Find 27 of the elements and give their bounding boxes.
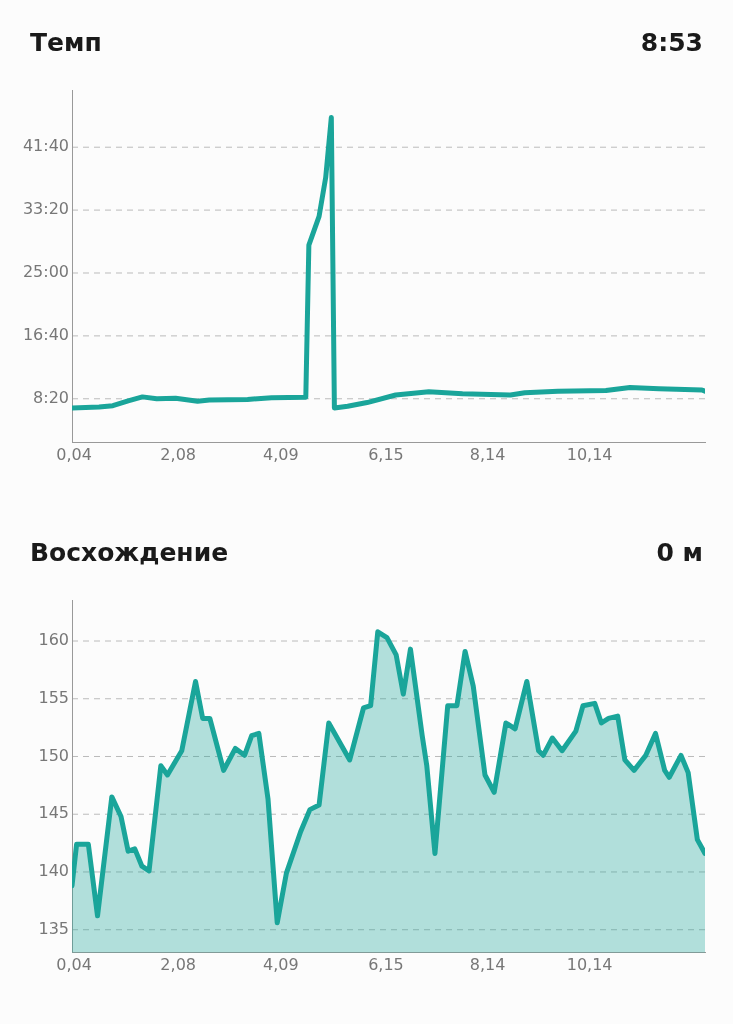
y-tick-label: 41:40 bbox=[22, 136, 69, 156]
chart-title: Восхождение bbox=[30, 538, 229, 569]
y-tick-label: 150 bbox=[38, 745, 69, 765]
x-tick-label: 2,08 bbox=[160, 444, 196, 464]
x-tick-label: 4,09 bbox=[262, 444, 299, 464]
x-tick-label: 8,14 bbox=[469, 444, 506, 464]
text: 0 м bbox=[656, 538, 703, 569]
y-tick-label: 8:20 bbox=[33, 387, 69, 407]
y-tick-label: 33:20 bbox=[22, 199, 69, 219]
x-tick-label: 2,08 bbox=[160, 954, 196, 974]
x-tick-label: 4,09 bbox=[262, 954, 299, 974]
y-tick-label: 135 bbox=[38, 918, 69, 938]
x-tick-label: 10,14 bbox=[566, 954, 613, 974]
y-tick-label: 16:40 bbox=[22, 325, 69, 345]
y-tick-label: 160 bbox=[38, 630, 69, 650]
y-tick-label: 140 bbox=[38, 861, 69, 881]
chart-title: Темп bbox=[30, 28, 102, 59]
x-tick-label: 8,14 bbox=[469, 954, 506, 974]
text: 8:53 bbox=[640, 28, 703, 59]
y-tick-label: 145 bbox=[38, 803, 69, 823]
x-tick-label: 0,04 bbox=[56, 954, 92, 974]
x-tick-label: 0,04 bbox=[56, 444, 92, 464]
y-tick-label: 155 bbox=[38, 687, 69, 707]
y-tick-label: 25:00 bbox=[22, 262, 69, 282]
x-tick-label: 6,15 bbox=[368, 954, 404, 974]
x-tick-label: 6,15 bbox=[368, 444, 404, 464]
x-tick-label: 10,14 bbox=[566, 444, 613, 464]
